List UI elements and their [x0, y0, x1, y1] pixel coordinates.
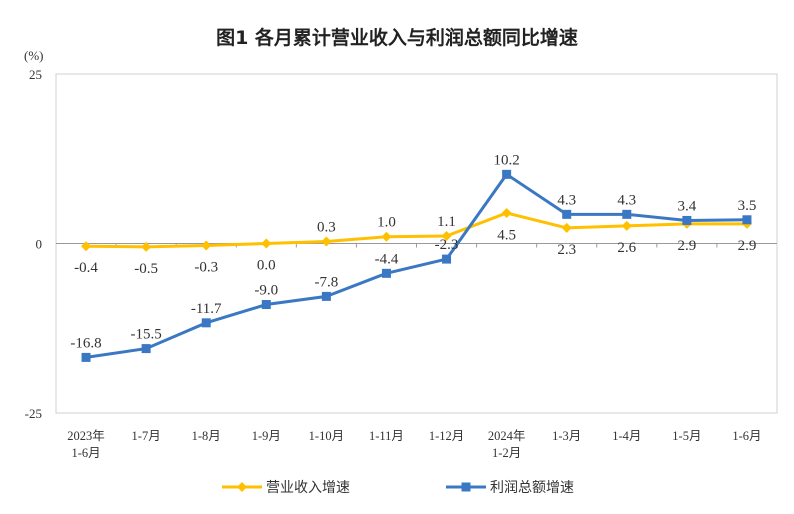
data-point-square — [201, 318, 211, 328]
data-label: 4.3 — [617, 192, 636, 208]
data-point-square — [562, 209, 572, 219]
data-point-diamond — [441, 231, 452, 242]
x-tick-label: 2023年 — [67, 429, 105, 443]
data-point-square — [502, 169, 512, 179]
data-label: -16.8 — [70, 335, 101, 351]
data-point-diamond — [261, 238, 272, 249]
x-tick-label: 2024年 — [488, 429, 526, 443]
data-point-square — [261, 300, 271, 310]
series-line — [85, 172, 747, 359]
data-point-square — [742, 215, 752, 225]
x-tick-label: 1-6月 — [732, 429, 761, 443]
x-tick-label: 1-4月 — [612, 429, 641, 443]
data-label: -4.4 — [375, 251, 399, 267]
x-tick-label: 1-3月 — [552, 429, 581, 443]
data-point-square — [381, 268, 391, 278]
data-label: -0.4 — [74, 260, 98, 276]
data-label: -2.3 — [435, 237, 459, 253]
data-point-diamond — [621, 220, 632, 231]
data-label: 4.3 — [557, 192, 576, 208]
series-line — [86, 211, 747, 249]
data-point-diamond — [501, 207, 512, 218]
data-label: 0.3 — [317, 219, 336, 235]
y-tick-label: -25 — [25, 406, 42, 421]
chart-title: 图1 各月累计营业收入与利润总额同比增速 — [216, 26, 578, 49]
data-label: 2.6 — [617, 240, 636, 256]
data-point-square — [622, 209, 632, 219]
data-point-diamond — [141, 241, 152, 252]
x-tick-label: 1-8月 — [192, 429, 221, 443]
data-label: -0.3 — [194, 260, 218, 276]
data-label: 2.9 — [678, 238, 697, 254]
x-tick-label: 1-5月 — [672, 429, 701, 443]
data-label: -7.8 — [315, 274, 339, 290]
data-label: 2.9 — [738, 238, 757, 254]
x-tick-label: 1-9月 — [252, 429, 281, 443]
legend-marker-square — [461, 482, 471, 492]
legend-item: 营业收入增速 — [222, 480, 350, 496]
x-tick-label: 1-11月 — [369, 429, 404, 443]
x-tick-label: 1-12月 — [429, 429, 464, 443]
data-point-diamond — [81, 241, 92, 252]
data-label: 1.0 — [377, 215, 396, 231]
data-label: -9.0 — [254, 283, 278, 299]
y-tick-label: 0 — [36, 237, 43, 252]
data-label: 3.4 — [678, 198, 697, 214]
data-label: -0.5 — [134, 261, 158, 277]
y-axis-unit: (%) — [24, 48, 44, 63]
data-label: 10.2 — [494, 152, 520, 168]
data-label: -15.5 — [131, 327, 162, 343]
data-label: -11.7 — [191, 301, 222, 317]
x-tick-label: 1-10月 — [309, 429, 344, 443]
legend-marker-diamond — [237, 482, 247, 492]
data-point-diamond — [201, 240, 212, 251]
x-tick-label: 1-6月 — [71, 446, 100, 460]
data-label: 0.0 — [257, 258, 276, 274]
data-point-square — [682, 215, 692, 225]
data-point-diamond — [321, 236, 332, 247]
legend-label: 营业收入增速 — [266, 480, 350, 496]
y-tick-label: 25 — [29, 67, 42, 82]
data-label: 1.1 — [437, 214, 456, 230]
data-point-square — [141, 344, 151, 354]
legend-item: 利润总额增速 — [446, 480, 574, 496]
x-tick-label: 1-7月 — [132, 429, 161, 443]
data-point-square — [442, 254, 452, 264]
data-point-diamond — [381, 231, 392, 242]
data-point-square — [321, 291, 331, 301]
data-label: 2.3 — [557, 242, 576, 258]
data-label: 4.5 — [497, 228, 516, 244]
data-point-square — [81, 352, 91, 362]
x-tick-label: 1-2月 — [492, 446, 521, 460]
data-point-diamond — [561, 222, 572, 233]
legend-label: 利润总额增速 — [490, 480, 574, 496]
data-label: 3.5 — [738, 198, 757, 214]
